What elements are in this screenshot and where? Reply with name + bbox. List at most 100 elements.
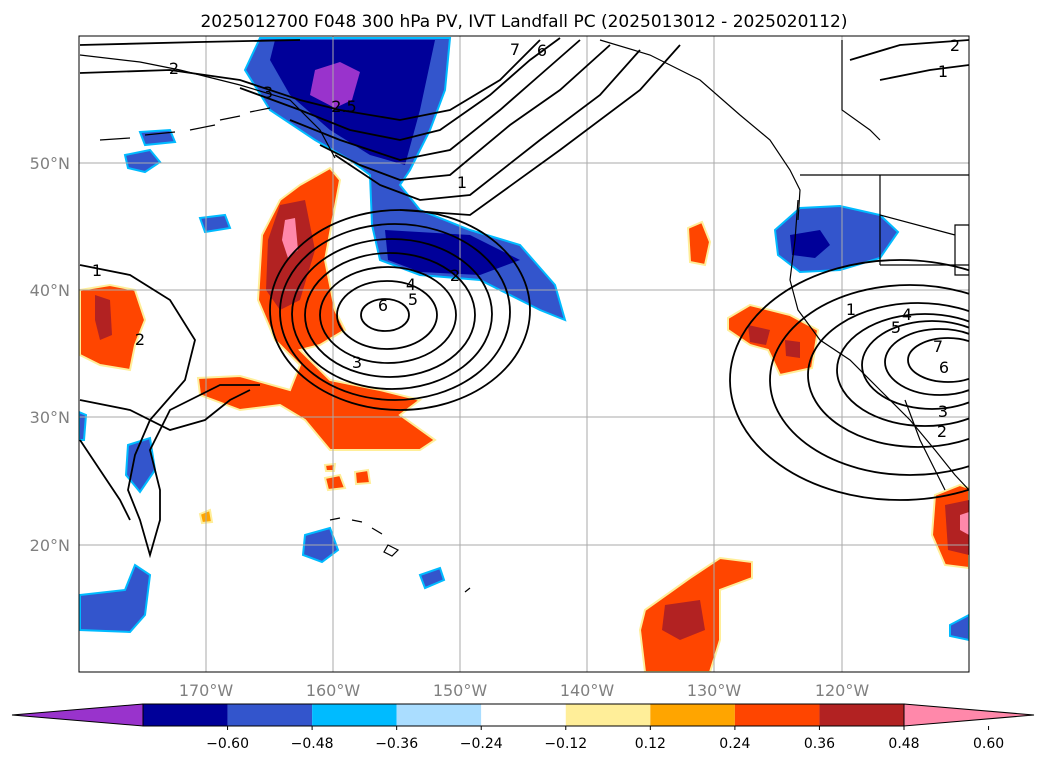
- contour-line-6: [334, 49, 641, 201]
- north-pacific-core: [270, 40, 435, 165]
- small-negative-2: [138, 128, 177, 147]
- colorbar-swatch: [312, 704, 397, 726]
- contour-ring-1: [269, 209, 531, 411]
- colorbar: −0.60 −0.48 −0.36 −0.24 −0.12 0.12 0.24 0.36 0.4…: [11, 703, 1035, 752]
- small-negative-4: [124, 436, 157, 494]
- contour-ring-12: [861, 320, 969, 410]
- west-positive-core: [95, 295, 112, 340]
- contour-label: 1: [846, 300, 856, 319]
- contour-line-2: [79, 39, 541, 121]
- colorbar-tick-label: 0.36: [804, 736, 835, 752]
- contour-label: 5: [891, 318, 901, 337]
- colorbar-swatch: [734, 704, 820, 726]
- negative-shading: [79, 37, 969, 642]
- contour-label: 3: [938, 402, 948, 421]
- contours: [79, 37, 969, 559]
- small-positive-1: [686, 220, 712, 267]
- contour-line-4: [289, 39, 581, 161]
- contour-ring-2: [279, 223, 511, 401]
- colorbar-swatch: [819, 704, 904, 726]
- small-positive-2: [323, 473, 347, 492]
- baja-california: [904, 399, 946, 491]
- lon-label: 150°W: [433, 681, 488, 700]
- contour-label: 4: [902, 305, 912, 324]
- colorbar-extend-low: [11, 703, 144, 727]
- colorbar-tick-label: 0.12: [635, 736, 666, 752]
- contour-label: 2: [937, 422, 947, 441]
- contour-label: 7: [510, 40, 520, 59]
- lon-label: 120°W: [815, 681, 870, 700]
- map-content: 2 3 2.5 7 6 1 1 2 4 5 6 3 1 2 5 4 7 6 3 …: [79, 36, 969, 672]
- contour-label: 2: [450, 266, 460, 285]
- colorbar-tick-label: −0.24: [460, 736, 503, 752]
- state-borders: [879, 175, 969, 276]
- contour-line-12: [879, 64, 969, 81]
- contour-label: 2.5: [331, 97, 356, 116]
- aleutian-islands: [99, 107, 271, 141]
- lat-label: 30°N: [30, 408, 70, 427]
- small-negative-6: [418, 566, 446, 590]
- contour-ring-3: [291, 238, 493, 390]
- colorbar-swatch: [227, 704, 313, 726]
- contour-label: 2: [950, 36, 960, 55]
- colorbar-tick-label: −0.36: [375, 736, 418, 752]
- southeast-positive-core: [945, 500, 969, 555]
- contour-label: 1: [457, 173, 467, 192]
- contour-label: 6: [537, 41, 547, 60]
- contour-label: 2: [135, 330, 145, 349]
- contour-line-5: [319, 44, 611, 181]
- latitude-labels: 50°N 40°N 30°N 20°N: [30, 154, 70, 555]
- lon-label: 140°W: [560, 681, 615, 700]
- contour-ring-10: [807, 302, 969, 448]
- east-positive-core-2: [785, 340, 800, 358]
- colorbar-swatch: [143, 704, 228, 726]
- us-west-coast: [789, 199, 969, 491]
- contour-line-3: [239, 37, 561, 141]
- longitude-labels: 170°W 160°W 150°W 140°W 130°W 120°W: [179, 681, 870, 700]
- contour-line-8: [79, 264, 260, 559]
- lon-label: 160°W: [306, 681, 361, 700]
- contour-line-1: [79, 39, 301, 46]
- lat-label: 40°N: [30, 281, 70, 300]
- contour-ring-8: [729, 259, 969, 501]
- canada-border: [800, 40, 969, 176]
- colorbar-tick-label: −0.48: [291, 736, 334, 752]
- contour-label: 4: [406, 275, 416, 294]
- colorbar-tick-label: 0.24: [719, 736, 750, 752]
- alaska-panhandle: [599, 39, 801, 221]
- colorbar-swatch: [481, 704, 566, 726]
- colorbar-tick-label: −0.12: [544, 736, 587, 752]
- contour-label: 3: [263, 83, 273, 102]
- map-frame: [78, 35, 970, 673]
- colorbar-tick-label: −0.60: [206, 736, 249, 752]
- colorbar-swatch: [396, 704, 482, 726]
- contour-label: 6: [378, 296, 388, 315]
- colorbar-swatch: [650, 704, 735, 726]
- contour-label: 6: [939, 358, 949, 377]
- contour-line-7: [399, 44, 681, 216]
- north-pacific-max: [310, 62, 360, 108]
- contour-ring-13: [884, 328, 969, 396]
- southwest-negative-region: [79, 563, 152, 634]
- colorbar-frame: [142, 703, 905, 727]
- map-background: [79, 36, 969, 672]
- contour-ring-5: [319, 266, 457, 364]
- small-positive-3: [353, 468, 372, 486]
- contour-ring-11: [836, 313, 969, 427]
- lat-label: 50°N: [30, 154, 70, 173]
- small-negative-1: [123, 148, 162, 174]
- contour-line-10: [79, 439, 131, 521]
- contour-ring-9: [769, 284, 969, 476]
- contour-ring-6: [336, 280, 438, 350]
- contour-ring-4: [304, 252, 476, 378]
- southeast-pink-core: [960, 512, 969, 535]
- contour-label: 7: [933, 337, 943, 356]
- figure-title: 2025012700 F048 300 hPa PV, IVT Landfall…: [200, 12, 847, 32]
- lat-label: 20°N: [30, 536, 70, 555]
- colorbar-extend-high: [903, 703, 1035, 727]
- contour-label: 1: [938, 62, 948, 81]
- small-negative-3: [198, 213, 232, 234]
- alaska-coast: [79, 54, 336, 159]
- east-positive-core-1: [748, 325, 770, 345]
